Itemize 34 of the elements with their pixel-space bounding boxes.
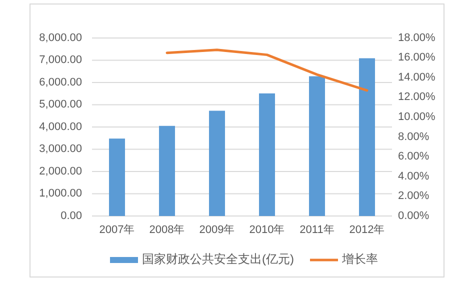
bar — [259, 93, 275, 216]
y2-tick-label: 2.00% — [398, 190, 430, 202]
legend-label: 增长率 — [341, 252, 378, 266]
y2-tick-label: 12.00% — [398, 91, 436, 104]
bar — [309, 76, 325, 216]
y2-tick-label: 14.00% — [398, 71, 436, 84]
y2-tick-label: 8.00% — [398, 130, 430, 143]
x-tick-label: 2007年 — [99, 224, 135, 236]
y2-tick-label: 4.00% — [398, 170, 430, 182]
y-tick-label: 0.00 — [60, 210, 82, 222]
bar — [209, 110, 225, 216]
y-tick-label: 3,000.00 — [39, 143, 82, 156]
y-tick-label: 8,000.00 — [39, 32, 82, 44]
y-tick-label: 1,000.00 — [39, 188, 82, 200]
y2-tick-label: 0.00% — [398, 210, 430, 222]
y-tick-label: 4,000.00 — [39, 120, 82, 133]
bar — [109, 138, 125, 216]
y-tick-label: 5,000.00 — [39, 98, 82, 111]
y2-tick-label: 16.00% — [398, 52, 436, 64]
y2-tick-label: 18.00% — [398, 32, 436, 44]
y-tick-label: 6,000.00 — [39, 76, 82, 88]
legend-label: 国家财政公共安全支出(亿元) — [142, 252, 294, 266]
y2-tick-label: 6.00% — [398, 150, 430, 163]
x-tick-label: 2010年 — [249, 224, 285, 236]
x-tick-label: 2011年 — [300, 224, 334, 236]
y-tick-label: 7,000.00 — [39, 54, 82, 66]
x-tick-label: 2008年 — [149, 224, 185, 236]
x-tick-label: 2012年 — [349, 224, 385, 236]
bar — [359, 58, 375, 216]
y2-tick-label: 10.00% — [398, 111, 436, 124]
line-series — [166, 48, 368, 92]
x-tick-label: 2009年 — [199, 224, 235, 236]
y-tick-label: 2,000.00 — [39, 165, 82, 178]
bar — [159, 126, 175, 216]
